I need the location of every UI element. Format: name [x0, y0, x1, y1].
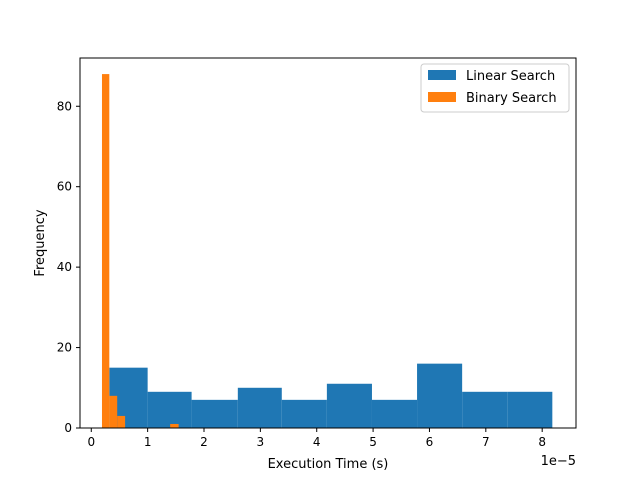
y-tick-label: 40 [57, 260, 72, 274]
x-tick-label: 5 [369, 435, 377, 449]
bar-binary-search-0 [101, 74, 110, 428]
legend-swatch-binary-search [428, 92, 456, 102]
x-tick-label: 8 [538, 435, 546, 449]
bar-linear-search-4 [281, 399, 327, 428]
legend: Linear Search Binary Search [420, 63, 570, 113]
bar-binary-search-4 [170, 423, 179, 428]
legend-box [420, 63, 570, 113]
y-axis-ticks: 0 20 40 60 80 [57, 99, 80, 435]
bar-binary-search-1 [109, 395, 118, 428]
bar-linear-search-2 [191, 399, 238, 428]
legend-label-linear-search: Linear Search [466, 69, 555, 84]
x-tick-label: 2 [200, 435, 208, 449]
plot-frame [79, 57, 577, 429]
bar-binary-search-2 [117, 415, 126, 428]
x-tick-label: 7 [482, 435, 490, 449]
x-axis-offset-label: 1e−5 [541, 454, 576, 469]
x-axis-label: Execution Time (s) [268, 457, 389, 472]
bar-linear-search-5 [326, 383, 372, 428]
legend-swatch-linear-search [428, 70, 456, 80]
y-axis-label: Frequency [33, 209, 48, 276]
bar-linear-search-8 [462, 391, 508, 428]
x-tick-label: 4 [313, 435, 321, 449]
y-tick-label: 20 [57, 341, 72, 355]
x-tick-label: 0 [87, 435, 95, 449]
bars-layer [101, 74, 553, 428]
bar-linear-search-1 [147, 391, 192, 428]
x-tick-label: 6 [426, 435, 434, 449]
x-axis-ticks: 0 1 2 3 4 5 6 7 8 [87, 428, 546, 449]
y-tick-label: 0 [64, 421, 72, 435]
bar-linear-search-6 [371, 399, 418, 428]
x-tick-label: 1 [144, 435, 152, 449]
legend-label-binary-search: Binary Search [466, 91, 557, 106]
bar-linear-search-7 [417, 363, 463, 428]
x-tick-label: 3 [257, 435, 265, 449]
bar-linear-search-9 [507, 391, 553, 428]
y-tick-label: 80 [57, 99, 72, 113]
y-tick-label: 60 [57, 180, 72, 194]
bar-linear-search-3 [237, 387, 282, 428]
